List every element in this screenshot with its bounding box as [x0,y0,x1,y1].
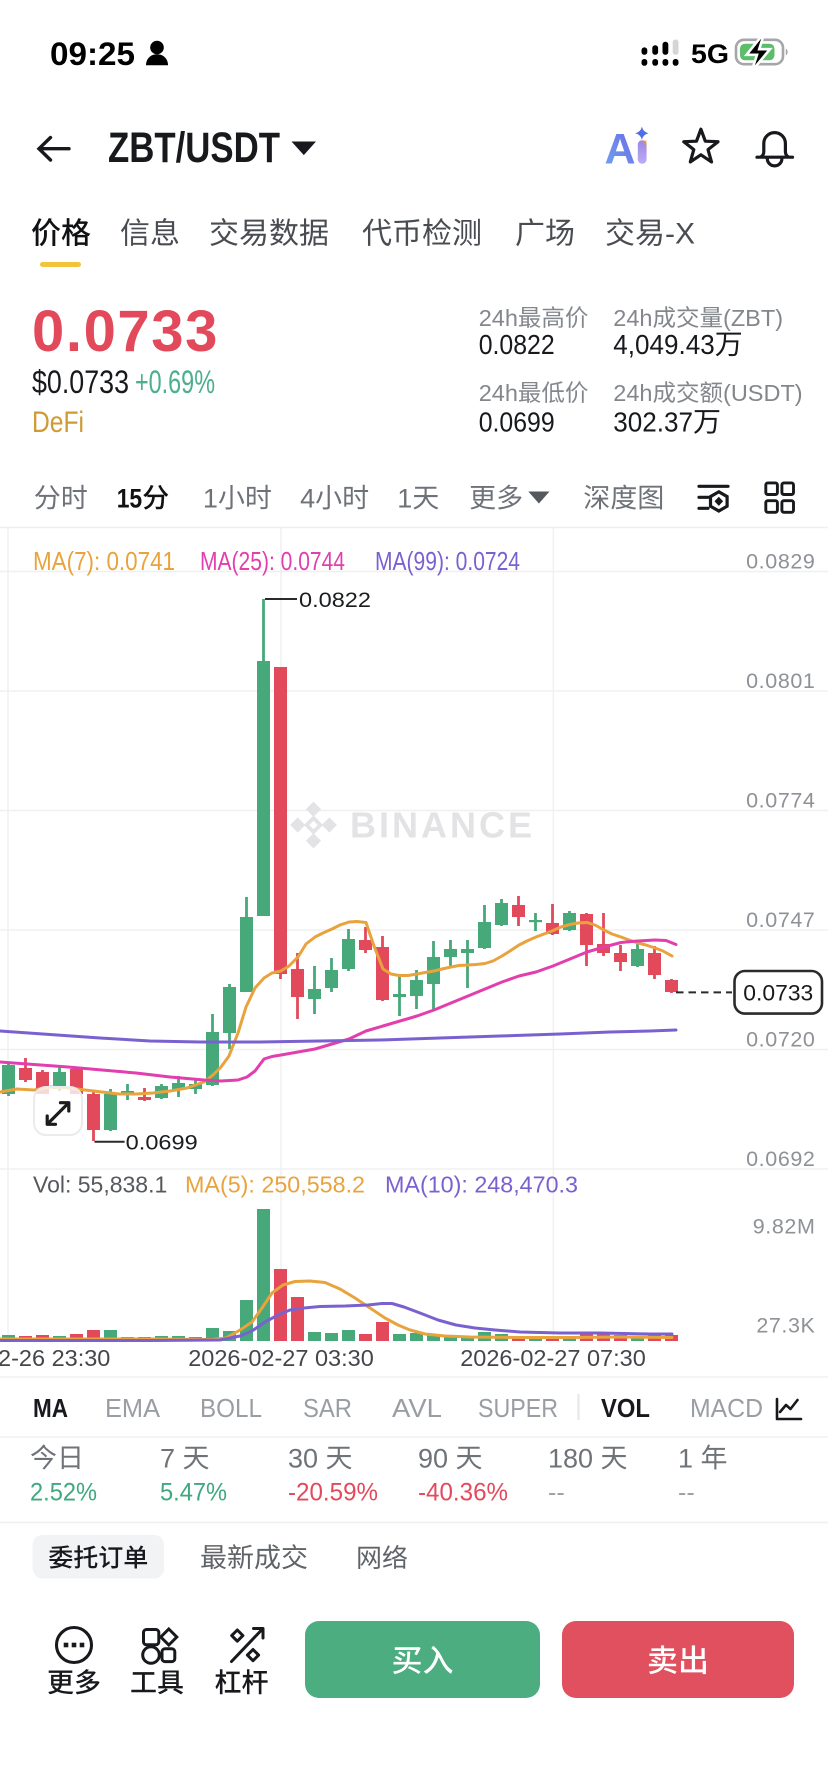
svg-text:24h: 24h [613,305,652,331]
svg-text:$0.0733: $0.0733 [32,364,129,400]
svg-text:24h: 24h [479,305,518,331]
svg-text:0.0801: 0.0801 [746,669,815,693]
svg-text:0.0699: 0.0699 [126,1130,198,1154]
svg-text:BINANCE: BINANCE [350,805,535,846]
svg-text:7: 7 [160,1443,183,1473]
svg-text:5G: 5G [691,39,729,69]
svg-text:0.0829: 0.0829 [746,549,815,573]
svg-text:MACD: MACD [690,1393,763,1423]
svg-text:2-26 23:30: 2-26 23:30 [0,1345,110,1371]
svg-text:(ZBT): (ZBT) [723,305,783,331]
svg-text:0.0822: 0.0822 [479,329,555,360]
svg-text:0.0699: 0.0699 [479,407,555,438]
svg-text:-20.59%: -20.59% [288,1479,378,1507]
svg-text:0.0747: 0.0747 [746,908,815,932]
svg-text:ZBT/USDT: ZBT/USDT [108,124,280,172]
svg-text:(USDT): (USDT) [723,380,803,406]
svg-text:1: 1 [678,1443,701,1473]
svg-text:DeFi: DeFi [32,406,84,439]
svg-text:30: 30 [288,1443,326,1473]
svg-text:1: 1 [203,483,218,513]
svg-text:4,049.43: 4,049.43 [613,329,714,360]
svg-text:MA(7): 0.0741: MA(7): 0.0741 [33,546,175,576]
svg-text:VOL: VOL [601,1393,650,1423]
svg-text:AVL: AVL [392,1393,442,1423]
svg-text:Vol: 55,838.1: Vol: 55,838.1 [33,1172,167,1198]
svg-text:+0.69%: +0.69% [135,364,215,400]
svg-text:SAR: SAR [303,1393,352,1423]
svg-text:MA(5): 250,558.2: MA(5): 250,558.2 [185,1172,365,1198]
svg-text:15: 15 [117,483,143,513]
svg-text:4: 4 [300,483,315,513]
svg-text:24h: 24h [613,380,652,406]
svg-text:2.52%: 2.52% [30,1479,97,1507]
svg-text:302.37: 302.37 [613,407,693,438]
svg-text:0.0692: 0.0692 [746,1147,815,1171]
svg-text:--: -- [678,1479,695,1507]
svg-text:MA: MA [33,1393,68,1423]
svg-text:0.0774: 0.0774 [746,788,815,812]
svg-text:-40.36%: -40.36% [418,1479,508,1507]
svg-text:09:25: 09:25 [50,36,135,72]
svg-text:180: 180 [548,1443,601,1473]
svg-text:0.0733: 0.0733 [32,299,219,364]
svg-text:MA(99): 0.0724: MA(99): 0.0724 [375,546,520,576]
svg-text:27.3K: 27.3K [756,1314,815,1338]
svg-text:0.0720: 0.0720 [746,1027,815,1051]
svg-text:0.0822: 0.0822 [299,588,371,612]
svg-text:1: 1 [397,483,412,513]
svg-text:SUPER: SUPER [478,1393,558,1423]
svg-text:EMA: EMA [105,1393,161,1423]
svg-text:24h: 24h [479,380,518,406]
svg-text:0.0733: 0.0733 [743,980,813,1005]
svg-text:MA(10): 248,470.3: MA(10): 248,470.3 [385,1172,578,1198]
svg-text:2026-02-27 03:30: 2026-02-27 03:30 [188,1345,374,1371]
svg-text:9.82M: 9.82M [753,1215,816,1239]
svg-text:5.47%: 5.47% [160,1479,227,1507]
svg-text:BOLL: BOLL [200,1393,262,1423]
svg-text:--: -- [548,1479,565,1507]
svg-text:MA(25): 0.0744: MA(25): 0.0744 [200,546,345,576]
svg-text:90: 90 [418,1443,456,1473]
svg-text:-X: -X [665,218,695,251]
svg-text:2026-02-27 07:30: 2026-02-27 07:30 [460,1345,646,1371]
svg-text:A: A [605,126,636,174]
